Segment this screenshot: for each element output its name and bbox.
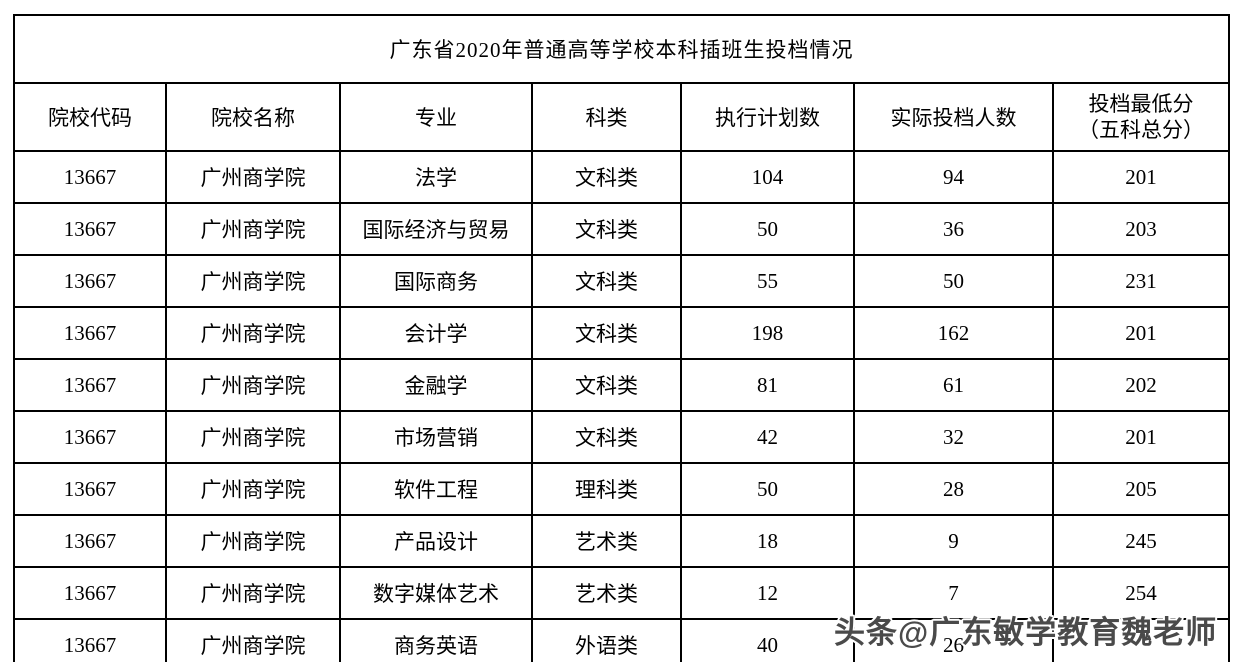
cell-code: 13667 (13, 306, 167, 360)
cell-code: 13667 (13, 410, 167, 464)
cell-category: 文科类 (531, 306, 682, 360)
table-row: 13667 广州商学院 市场营销 文科类 42 32 201 (13, 410, 1231, 464)
cell-name: 广州商学院 (165, 306, 341, 360)
header-col-major: 专业 (339, 82, 533, 152)
cell-name: 广州商学院 (165, 566, 341, 620)
cell-min-score: 203 (1051, 202, 1231, 256)
cell-actual: 9 (853, 514, 1054, 568)
cell-min-score: 201 (1051, 150, 1231, 204)
header-col-category: 科类 (531, 82, 682, 152)
cell-actual: 50 (853, 254, 1054, 308)
cell-code: 13667 (13, 358, 167, 412)
cell-category: 文科类 (531, 254, 682, 308)
cell-plan: 42 (680, 410, 855, 464)
cell-name: 广州商学院 (165, 254, 341, 308)
cell-min-score: 205 (1051, 462, 1231, 516)
cell-plan: 55 (680, 254, 855, 308)
cell-actual: 162 (853, 306, 1054, 360)
cell-plan: 198 (680, 306, 855, 360)
cell-category: 文科类 (531, 150, 682, 204)
cell-min-score: 201 (1051, 410, 1231, 464)
table-row: 13667 广州商学院 国际经济与贸易 文科类 50 36 203 (13, 202, 1231, 256)
cell-category: 文科类 (531, 358, 682, 412)
header-col-min-score: 投档最低分 （五科总分） (1051, 82, 1231, 152)
cell-name: 广州商学院 (165, 150, 341, 204)
table-row: 13667 广州商学院 商务英语 外语类 40 26 (13, 618, 1231, 662)
cell-plan: 50 (680, 202, 855, 256)
cell-category: 理科类 (531, 462, 682, 516)
cell-major: 国际商务 (339, 254, 533, 308)
table-row: 13667 广州商学院 数字媒体艺术 艺术类 12 7 254 (13, 566, 1231, 620)
cell-plan: 18 (680, 514, 855, 568)
header-row: 院校代码 院校名称 专业 科类 执行计划数 实际投档人数 投档最低分 （五科总分… (13, 82, 1231, 152)
cell-code: 13667 (13, 514, 167, 568)
cell-actual: 32 (853, 410, 1054, 464)
admission-table: 广东省2020年普通高等学校本科插班生投档情况 院校代码 院校名称 专业 科类 … (12, 14, 1231, 662)
cell-actual: 26 (853, 618, 1054, 662)
cell-major: 市场营销 (339, 410, 533, 464)
cell-major: 国际经济与贸易 (339, 202, 533, 256)
cell-code: 13667 (13, 462, 167, 516)
table-row: 13667 广州商学院 金融学 文科类 81 61 202 (13, 358, 1231, 412)
cell-category: 文科类 (531, 410, 682, 464)
header-col-min-score-line2: （五科总分） (1078, 118, 1205, 142)
cell-category: 文科类 (531, 202, 682, 256)
cell-name: 广州商学院 (165, 410, 341, 464)
cell-category: 外语类 (531, 618, 682, 662)
cell-plan: 81 (680, 358, 855, 412)
cell-name: 广州商学院 (165, 202, 341, 256)
cell-actual: 7 (853, 566, 1054, 620)
cell-min-score (1051, 618, 1231, 662)
cell-major: 会计学 (339, 306, 533, 360)
cell-min-score: 201 (1051, 306, 1231, 360)
table-row: 13667 广州商学院 国际商务 文科类 55 50 231 (13, 254, 1231, 308)
header-col-code: 院校代码 (13, 82, 167, 152)
header-col-plan: 执行计划数 (680, 82, 855, 152)
cell-major: 商务英语 (339, 618, 533, 662)
cell-major: 产品设计 (339, 514, 533, 568)
header-col-min-score-line1: 投档最低分 (1088, 91, 1194, 116)
cell-code: 13667 (13, 254, 167, 308)
cell-major: 数字媒体艺术 (339, 566, 533, 620)
cell-plan: 104 (680, 150, 855, 204)
cell-code: 13667 (13, 150, 167, 204)
cell-plan: 12 (680, 566, 855, 620)
cell-actual: 28 (853, 462, 1054, 516)
cell-min-score: 202 (1051, 358, 1231, 412)
table-row: 13667 广州商学院 会计学 文科类 198 162 201 (13, 306, 1231, 360)
cell-min-score: 254 (1051, 566, 1231, 620)
header-col-actual: 实际投档人数 (853, 82, 1054, 152)
cell-major: 金融学 (339, 358, 533, 412)
cell-major: 软件工程 (339, 462, 533, 516)
cell-actual: 36 (853, 202, 1054, 256)
cell-min-score: 231 (1051, 254, 1231, 308)
table-title: 广东省2020年普通高等学校本科插班生投档情况 (12, 14, 1231, 84)
header-col-name: 院校名称 (165, 82, 341, 152)
table-row: 13667 广州商学院 产品设计 艺术类 18 9 245 (13, 514, 1231, 568)
cell-plan: 40 (680, 618, 855, 662)
title-row: 广东省2020年普通高等学校本科插班生投档情况 (12, 14, 1231, 84)
table-row: 13667 广州商学院 软件工程 理科类 50 28 205 (13, 462, 1231, 516)
cell-code: 13667 (13, 566, 167, 620)
cell-code: 13667 (13, 202, 167, 256)
cell-name: 广州商学院 (165, 462, 341, 516)
cell-category: 艺术类 (531, 514, 682, 568)
cell-category: 艺术类 (531, 566, 682, 620)
cell-actual: 61 (853, 358, 1054, 412)
table-body: 13667 广州商学院 法学 文科类 104 94 201 13667 广州商学院 国际经济与贸易… (13, 150, 1231, 662)
table-row: 13667 广州商学院 法学 文科类 104 94 201 (13, 150, 1231, 204)
cell-code: 13667 (13, 618, 167, 662)
cell-name: 广州商学院 (165, 358, 341, 412)
cell-major: 法学 (339, 150, 533, 204)
cell-min-score: 245 (1051, 514, 1231, 568)
cell-name: 广州商学院 (165, 618, 341, 662)
cell-name: 广州商学院 (165, 514, 341, 568)
cell-actual: 94 (853, 150, 1054, 204)
cell-plan: 50 (680, 462, 855, 516)
